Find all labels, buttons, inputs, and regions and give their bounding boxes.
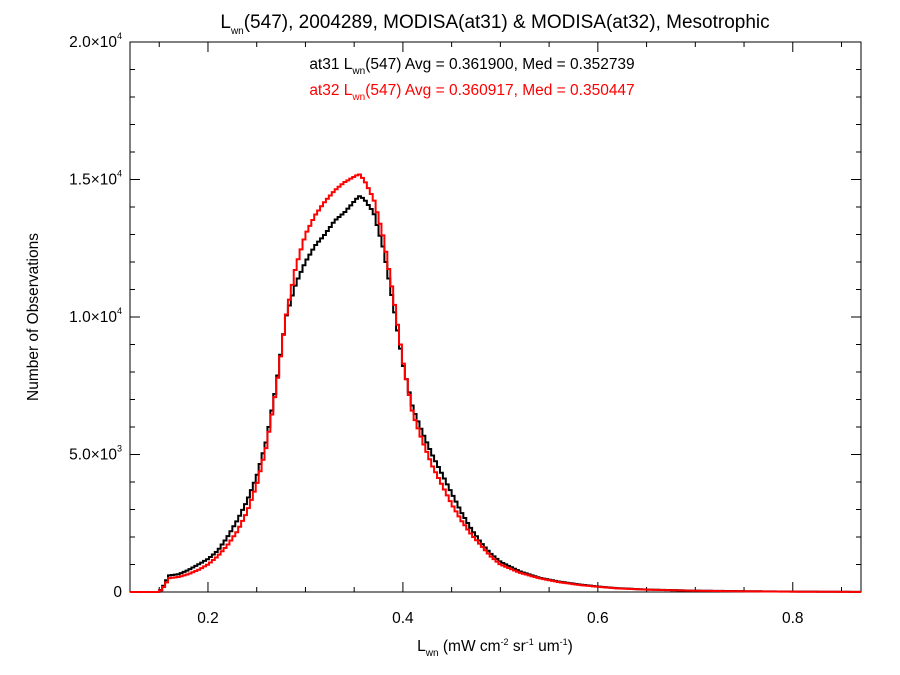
x-axis-label-sup2: -1 — [526, 637, 534, 647]
plot-frame — [129, 41, 862, 593]
annotation-at32-prefix: at32 L — [309, 82, 352, 99]
annotation-at32-sub: wn — [351, 92, 365, 103]
annotation-at31-sub: wn — [351, 66, 365, 77]
y-axis-label: Number of Observations — [25, 233, 42, 401]
x-axis-label-L: L — [417, 638, 426, 655]
y-tick-label-2: 1.0×104 — [69, 306, 122, 326]
x-tick-label-1: 0.4 — [392, 610, 414, 627]
x-tick-label-2: 0.6 — [587, 610, 609, 627]
data-series — [130, 173, 861, 593]
x-axis-label-sup3: -1 — [560, 637, 568, 647]
annotation-at32-suffix: (547) Avg = 0.360917, Med = 0.350447 — [365, 82, 634, 99]
y-tick-label-3: 1.5×104 — [69, 169, 122, 189]
x-axis-label: Lwn (mW cm-2 sr-1 um-1) — [417, 637, 573, 659]
annotation-at31: at31 Lwn(547) Avg = 0.361900, Med = 0.35… — [309, 56, 634, 77]
x-axis-label-mid: sr — [509, 638, 526, 655]
x-tick-label-3: 0.8 — [782, 610, 804, 627]
chart-title-L: L — [220, 12, 231, 33]
x-axis-label-end: um — [534, 638, 560, 655]
series-line-1 — [130, 173, 861, 593]
y-tick-label-0: 0 — [113, 584, 122, 601]
chart-title-sub: wn — [230, 26, 244, 37]
annotation-at31-suffix: (547) Avg = 0.361900, Med = 0.352739 — [365, 56, 634, 73]
chart-title-rest: (547), 2004289, MODISA(at31) & MODISA(at… — [244, 12, 770, 33]
chart-title: Lwn(547), 2004289, MODISA(at31) & MODISA… — [220, 12, 769, 37]
x-axis-label-close: ) — [568, 638, 573, 655]
annotation-at32: at32 Lwn(547) Avg = 0.360917, Med = 0.35… — [309, 82, 634, 103]
axis-ticks: 0.2 0.4 0.6 0.8 0 5.0×103 1.0×104 1.5×104 2.0×10… — [69, 31, 861, 627]
x-axis-label-sub: wn — [425, 648, 439, 659]
y-tick-label-1: 5.0×103 — [69, 444, 122, 464]
x-tick-label-0: 0.2 — [197, 610, 219, 627]
x-axis-label-sup1: -2 — [501, 637, 509, 647]
annotation-at31-prefix: at31 L — [309, 56, 352, 73]
x-axis-label-open: (mW cm — [439, 638, 501, 655]
y-tick-label-4: 2.0×104 — [69, 31, 122, 51]
series-line-0 — [130, 195, 861, 593]
